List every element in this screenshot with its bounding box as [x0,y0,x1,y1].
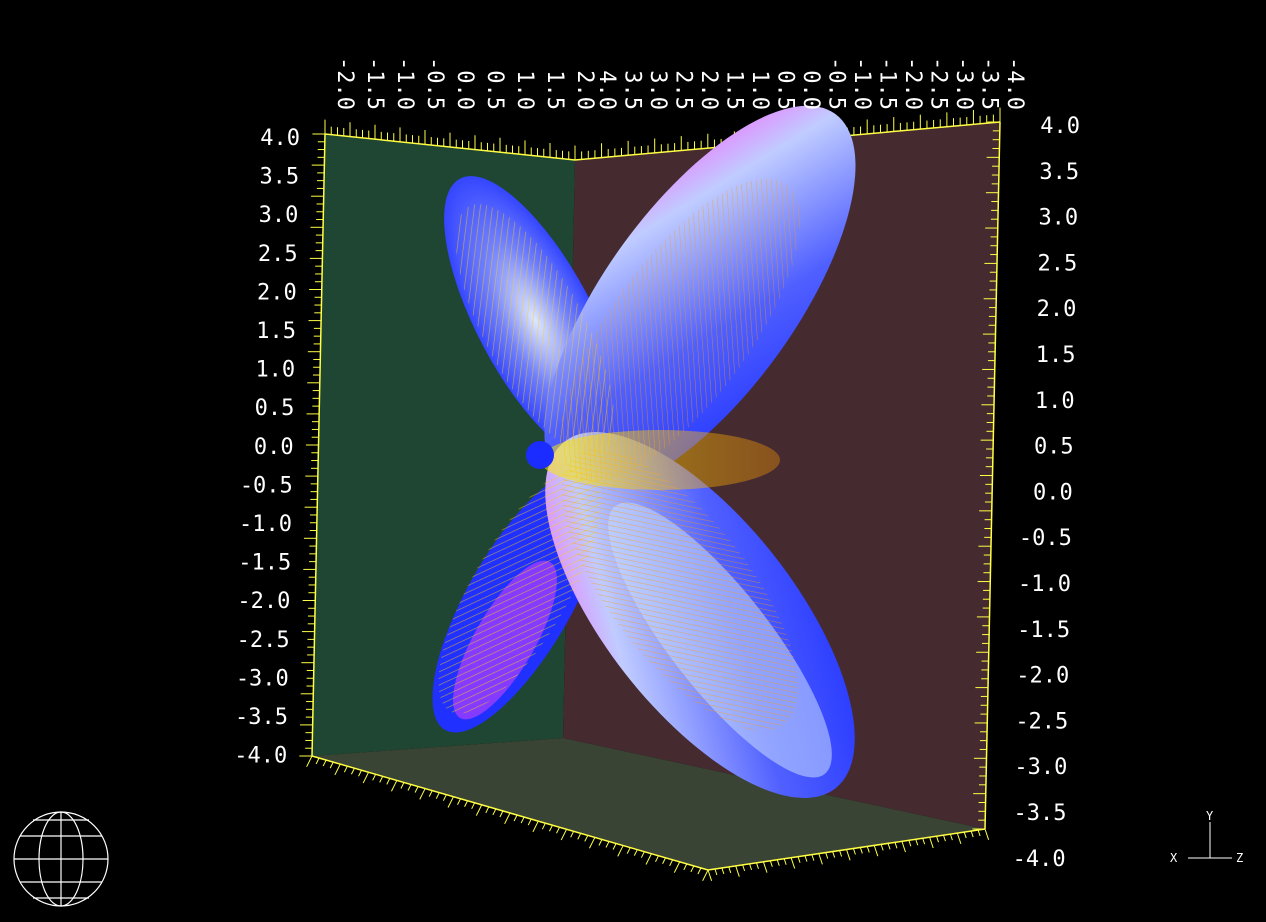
left-axis-tick-label: -2.0 [237,589,290,614]
right-axis-tick-label: 4.0 [1040,114,1080,139]
right-axis-tick-label: -4.0 [1013,847,1066,872]
left-axis-tick-label: 0.5 [255,396,295,421]
top-right-axis-tick-label: 4.0 [594,70,619,110]
left-axis-tick-label: -3.5 [235,705,288,730]
triad-y-label: Y [1206,809,1214,823]
top-right-axis-tick-label: -4.0 [1002,57,1027,110]
top-left-axis-tick-label: 2.0 [572,70,597,110]
right-axis-tick-label: 0.0 [1033,480,1073,505]
left-axis-tick-label: -4.0 [234,744,287,769]
right-axis-tick-label: 3.0 [1038,206,1078,231]
right-axis-tick-label: 2.0 [1037,297,1077,322]
top-left-axis-tick-label: 0.5 [482,70,507,110]
top-left-axis-tick-label: 0.0 [452,70,477,110]
top-left-axis-tick-label: -1.0 [392,57,417,110]
right-axis-tick-label: -1.0 [1018,572,1071,597]
right-axis-tick-label: -2.5 [1015,709,1068,734]
left-axis-tick-label: 3.5 [259,165,299,190]
left-axis-tick-label: 2.5 [258,242,298,267]
left-axis-tick-label: -3.0 [236,666,289,691]
rotation-sphere-icon[interactable] [13,811,109,907]
top-left-axis-labels: -2.0 -1.5 -1.0 -0.5 0.0 0.5 1.0 1.5 2.0 [332,57,597,110]
right-axis-tick-label: 1.0 [1035,389,1075,414]
triad-x-label: X [1170,851,1178,865]
top-right-axis-tick-label: -2.5 [926,57,951,110]
right-axis-tick-label: -2.0 [1016,664,1069,689]
right-axis-labels: 4.0 3.5 3.0 2.5 2.0 1.5 1.0 0.5 0.0 -0.5 -1.0 -1.5 -… [1013,114,1080,872]
triad-z-label: Z [1236,851,1243,865]
left-axis-tick-label: 0.0 [254,435,294,460]
right-axis-tick-label: 0.5 [1034,435,1074,460]
right-axis-tick-label: -0.5 [1019,526,1072,551]
top-right-axis-tick-label: -2.0 [900,57,925,110]
top-right-axis-tick-label: 2.0 [696,70,721,110]
surface-center [526,441,554,469]
left-axis-tick-label: 3.0 [259,203,299,228]
left-axis-tick-label: 1.0 [255,358,295,383]
right-axis-tick-label: 1.5 [1036,343,1076,368]
top-right-axis-tick-label: 3.0 [645,70,670,110]
top-right-axis-tick-label: 0.5 [773,70,798,110]
left-axis-tick-label: 2.0 [257,280,297,305]
surface-plot[interactable] [400,58,912,847]
top-right-axis-tick-label: 2.5 [671,70,696,110]
top-right-axis-tick-label: -0.5 [824,57,849,110]
top-left-axis-tick-label: -0.5 [422,57,447,110]
right-axis-tick-label: 2.5 [1038,251,1078,276]
right-axis-tick-label: -1.5 [1017,618,1070,643]
right-axis-tick-label: -3.0 [1014,755,1067,780]
top-right-axis-tick-label: -3.0 [951,57,976,110]
left-axis-tick-label: 1.5 [256,319,296,344]
top-right-axis-labels: 4.0 3.5 3.0 2.5 2.0 1.5 1.0 0.5 0.0 -0.5 -1.0 -1.5-… [594,57,1027,110]
left-axis-tick-label: -1.5 [238,551,291,576]
right-axis-tick-label: 3.5 [1039,160,1079,185]
top-right-axis-tick-label: 1.5 [722,70,747,110]
top-right-axis-tick-label: -1.0 [849,57,874,110]
right-axis-tick-label: -3.5 [1014,801,1067,826]
top-right-axis-tick-label: -3.5 [977,57,1002,110]
left-axis-tick-label: -2.5 [237,628,290,653]
left-axis-labels: 4.0 3.5 3.0 2.5 2.0 1.5 1.0 0.5 0.0 -0.5 -1.0 -1.5 -… [234,126,300,769]
top-left-axis-tick-label: -1.5 [362,57,387,110]
top-right-axis-tick-label: 1.0 [747,70,772,110]
floor-plane [312,738,985,870]
left-axis-tick-label: -0.5 [240,473,293,498]
top-left-axis-tick-label: 1.5 [542,70,567,110]
top-left-axis-tick-label: -2.0 [332,57,357,110]
top-right-axis-tick-label: -1.5 [875,57,900,110]
left-axis-tick-label: -1.0 [239,512,292,537]
top-left-axis-tick-label: 1.0 [512,70,537,110]
top-right-axis-tick-label: 3.5 [620,70,645,110]
top-right-axis-tick-label: 0.0 [798,70,823,110]
axis-triad-icon: Y Z X [1170,809,1243,865]
left-axis-tick-label: 4.0 [260,126,300,151]
